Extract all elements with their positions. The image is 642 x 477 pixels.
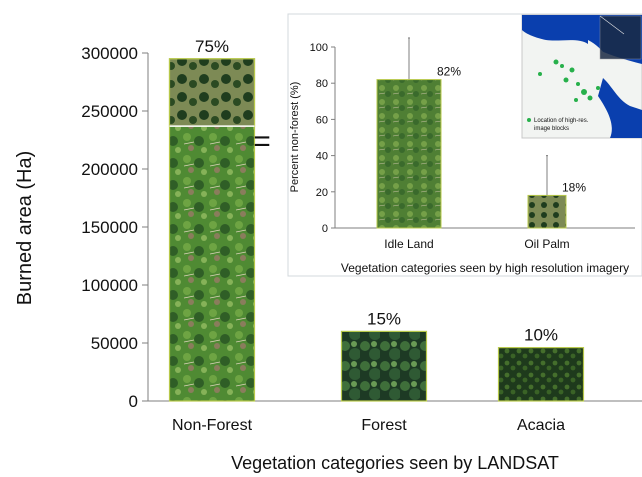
inset-y-tick-label: 20 [316,187,328,199]
map-sea-south [598,78,642,138]
data-label-forest: 15% [367,309,401,328]
inset-y-tick-label: 0 [322,223,328,235]
x-tick-label-acacia: Acacia [517,417,565,434]
bar-non-forest-oil-palm-segment [168,58,256,127]
bar-acacia [497,347,585,402]
inset-y-axis-title: Percent non-forest (%) [289,82,301,193]
main-x-axis-title: Vegetation categories seen by LANDSAT [231,453,559,473]
inset-data-label-oil-palm: 18% [562,180,586,194]
main-y-tick-label: 50000 [91,334,138,353]
bar-forest [340,330,428,402]
equals-sign: = [253,125,271,158]
inset-data-label-idle-land: 82% [437,65,461,79]
inset-x-tick-label-oil-palm: Oil Palm [524,237,569,251]
inset-location-map: Location of high-res. image blocks [521,14,642,139]
main-y-axis-title: Burned area (Ha) [14,151,36,306]
inset-y-tick-label: 80 [316,78,328,90]
inset-y-tick-label: 40 [316,151,328,163]
inset-x-tick-label-idle-land: Idle Land [384,237,433,251]
data-label-acacia: 10% [524,326,558,345]
data-label-non-forest: 75% [195,37,229,56]
map-image-block-dots [538,59,600,102]
main-y-tick-label: 300000 [81,44,138,63]
map-pointer-line [599,15,625,35]
inset-bar-idle-land [376,79,442,229]
map-legend-swatch [527,118,531,122]
main-y-tick-label: 200000 [81,160,138,179]
map-legend-text-line2: image blocks [534,126,569,132]
inset-y-tick-label: 100 [310,42,328,54]
inset-x-axis-title: Vegetation categories seen by high resol… [341,261,629,275]
x-tick-label-non-forest: Non-Forest [172,417,253,434]
map-highres-thumbnail [599,15,642,60]
main-y-tick-label: 100000 [81,276,138,295]
map-legend-text-line1: Location of high-res. [534,118,589,124]
main-y-tick-label: 0 [129,392,138,411]
inset-bar-oil-palm [527,194,567,229]
inset-y-tick-label: 60 [316,114,328,126]
x-tick-label-forest: Forest [361,417,407,434]
main-y-tick-label: 250000 [81,102,138,121]
main-y-tick-label: 150000 [81,218,138,237]
